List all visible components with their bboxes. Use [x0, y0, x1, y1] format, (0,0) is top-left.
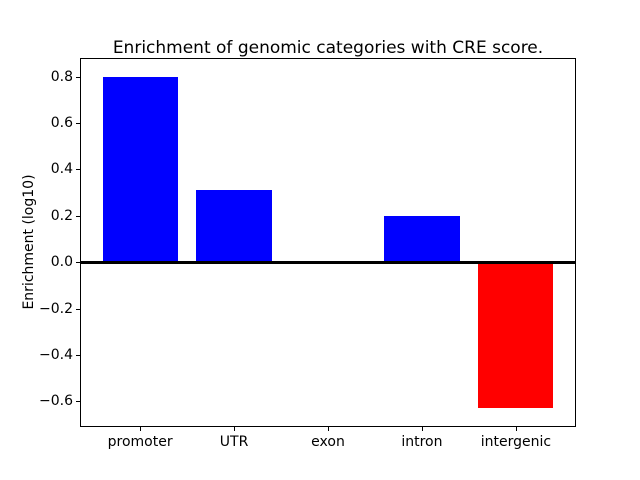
- y-tick-mark: [76, 308, 80, 310]
- y-tick-mark: [76, 122, 80, 124]
- bar-intron: [384, 215, 460, 263]
- y-tick-label: 0.4: [50, 161, 73, 178]
- bar-promoter: [102, 76, 178, 263]
- x-tick-mark: [234, 427, 236, 431]
- x-tick-label: exon: [311, 434, 345, 450]
- bar-intergenic: [478, 262, 554, 409]
- x-tick-label: promoter: [107, 434, 173, 450]
- y-tick-label: 0.6: [50, 114, 73, 131]
- y-tick-label: 0.8: [50, 68, 73, 85]
- chart-title: Enrichment of genomic categories with CR…: [112, 38, 544, 58]
- y-tick-label: 0.2: [50, 207, 73, 224]
- y-tick-mark: [76, 401, 80, 403]
- x-tick-label: intergenic: [480, 434, 552, 450]
- x-tick-mark: [328, 427, 329, 431]
- x-tick-label: intron: [401, 434, 443, 450]
- y-axis-label: Enrichment (log10): [21, 174, 37, 310]
- y-tick-label: −0.4: [39, 347, 73, 364]
- y-tick-mark: [76, 76, 80, 78]
- y-tick-mark: [76, 215, 80, 217]
- y-tick-mark: [76, 262, 80, 264]
- x-tick-label: UTR: [219, 434, 249, 450]
- x-tick-mark: [421, 427, 423, 431]
- bar-UTR: [196, 190, 272, 263]
- y-tick-label: −0.6: [39, 393, 73, 410]
- x-tick-mark: [515, 427, 517, 431]
- y-tick-label: −0.2: [39, 300, 73, 317]
- y-tick-label: 0.0: [50, 254, 73, 271]
- zero-line: [80, 260, 576, 264]
- x-tick-mark: [140, 427, 142, 431]
- y-tick-mark: [76, 169, 80, 171]
- y-tick-mark: [76, 355, 80, 357]
